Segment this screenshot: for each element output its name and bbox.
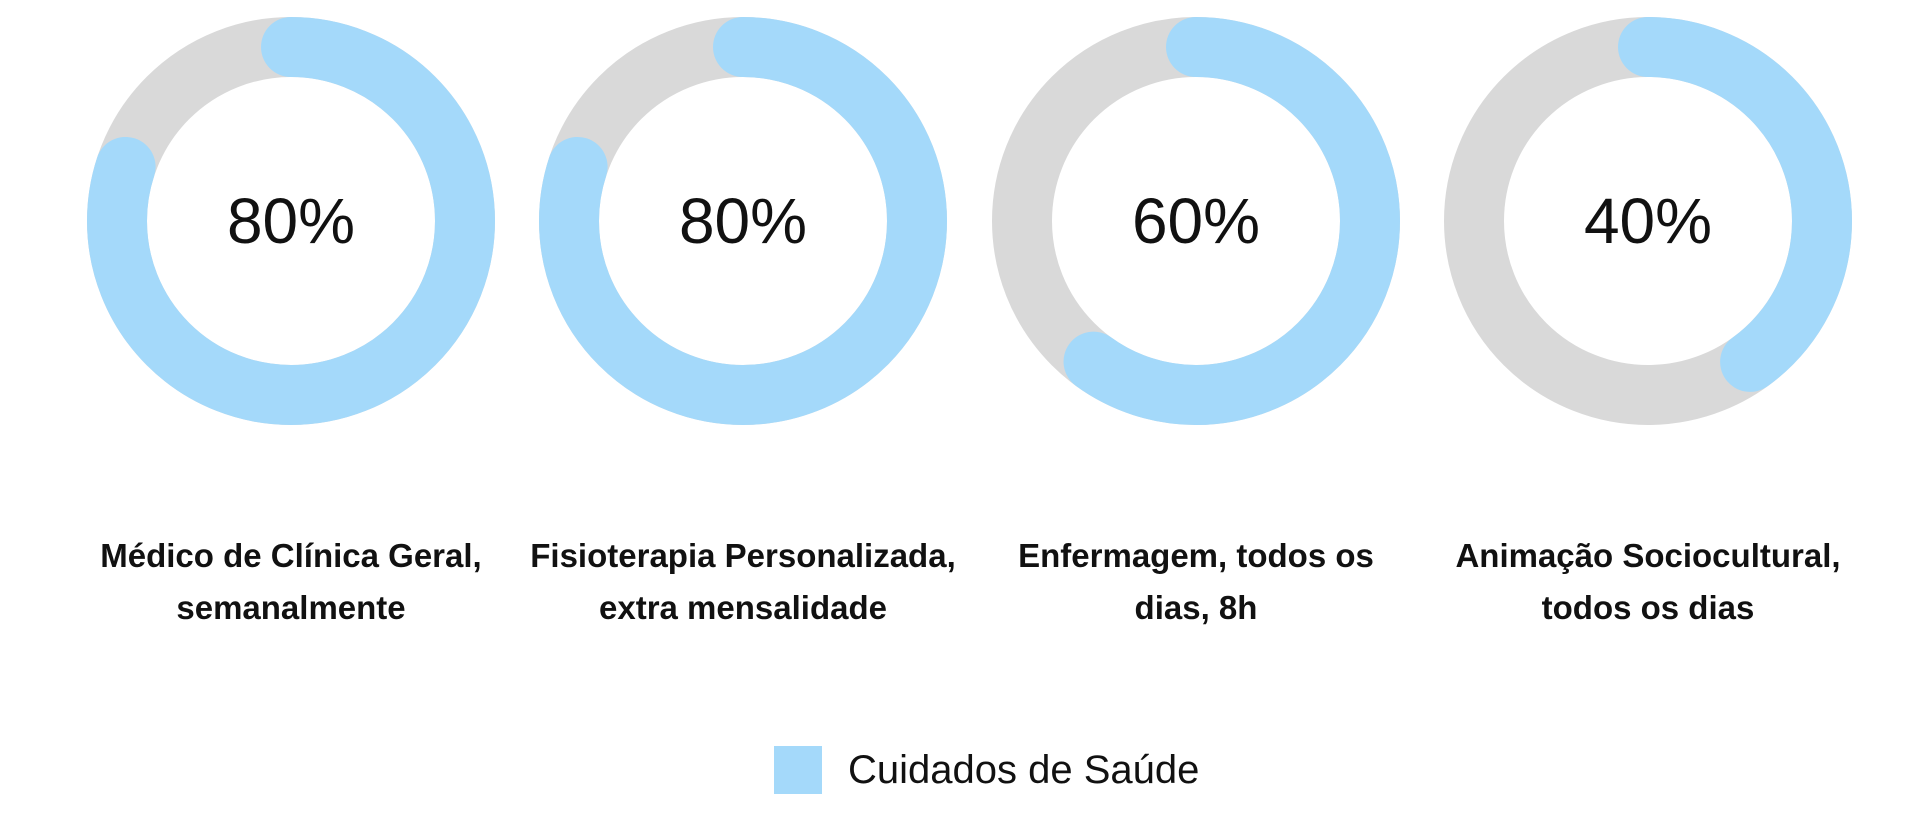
donut-caption: Animação Sociocultural, todos os dias bbox=[1413, 530, 1883, 634]
donut-caption: Fisioterapia Personalizada, extra mensali… bbox=[508, 530, 978, 634]
donut-2: 80% bbox=[539, 17, 947, 425]
legend-swatch bbox=[774, 746, 822, 794]
donut-caption-line: todos os dias bbox=[1541, 589, 1755, 626]
donut-value-arc bbox=[539, 17, 947, 425]
donut-caption-line: dias, 8h bbox=[1134, 589, 1258, 626]
donut-value-arc bbox=[1444, 17, 1852, 425]
donut-value-arc bbox=[87, 17, 495, 425]
donut-caption: Médico de Clínica Geral, semanalmente bbox=[56, 530, 526, 634]
donut-caption: Enfermagem, todos os dias, 8h bbox=[961, 530, 1431, 634]
donut-percentage-label: 80% bbox=[227, 185, 355, 257]
donut-1: 80% bbox=[87, 17, 495, 425]
donut-caption-line: Enfermagem, todos os bbox=[1018, 537, 1374, 574]
donut-percentage-label: 60% bbox=[1132, 185, 1260, 257]
donut-caption-line: semanalmente bbox=[176, 589, 406, 626]
donut-percentage-label: 40% bbox=[1584, 185, 1712, 257]
donut-percentage-label: 80% bbox=[679, 185, 807, 257]
donut-value-arc bbox=[992, 17, 1400, 425]
donut-caption-line: Fisioterapia Personalizada, bbox=[530, 537, 956, 574]
chart-legend: Cuidados de Saúde bbox=[774, 745, 1199, 795]
donut-3: 60% bbox=[992, 17, 1400, 425]
donut-caption-line: Médico de Clínica Geral, bbox=[100, 537, 482, 574]
legend-label: Cuidados de Saúde bbox=[848, 747, 1200, 792]
donut-4: 40% bbox=[1444, 17, 1852, 425]
donut-caption-line: extra mensalidade bbox=[599, 589, 887, 626]
donut-caption-line: Animação Sociocultural, bbox=[1455, 537, 1841, 574]
